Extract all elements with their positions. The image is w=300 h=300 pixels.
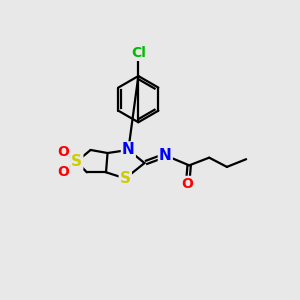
Text: S: S	[120, 171, 131, 186]
Text: O: O	[57, 164, 69, 178]
Text: S: S	[71, 154, 82, 169]
Text: N: N	[159, 148, 172, 163]
Text: Cl: Cl	[131, 46, 146, 60]
Text: O: O	[57, 145, 69, 158]
Text: O: O	[182, 177, 194, 191]
Text: N: N	[122, 142, 135, 158]
